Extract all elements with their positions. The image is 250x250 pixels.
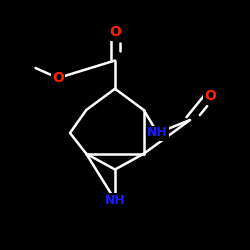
Text: NH: NH	[104, 194, 126, 206]
Text: O: O	[109, 26, 121, 40]
Text: O: O	[204, 88, 216, 102]
Text: NH: NH	[147, 126, 168, 140]
Text: O: O	[52, 71, 64, 85]
